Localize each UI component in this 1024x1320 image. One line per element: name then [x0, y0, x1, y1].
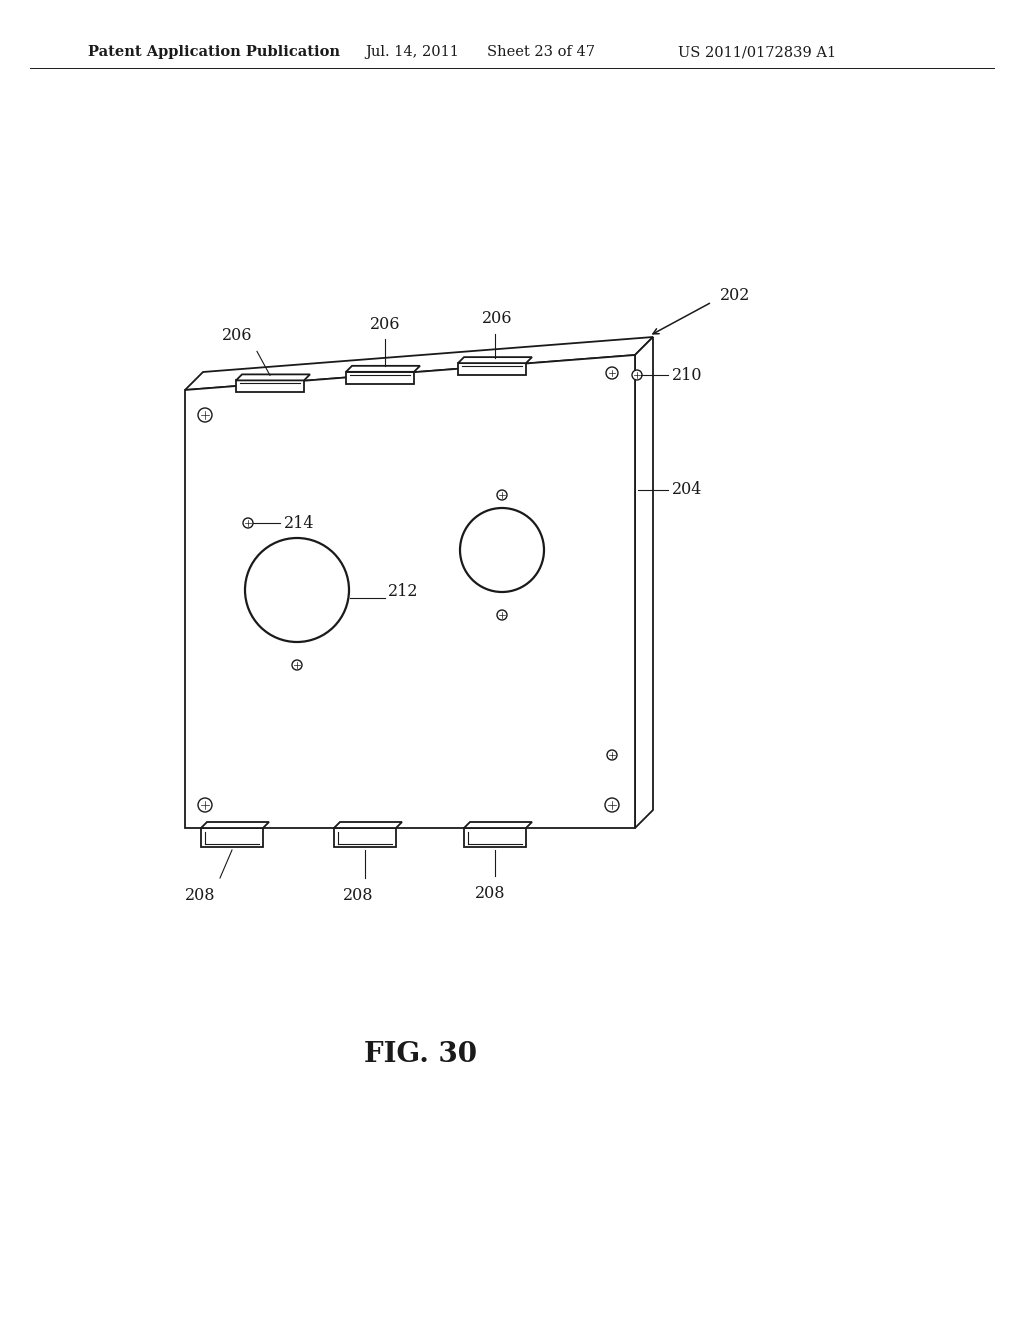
Circle shape	[606, 367, 618, 379]
Polygon shape	[458, 363, 526, 375]
Circle shape	[497, 610, 507, 620]
Text: 208: 208	[475, 884, 505, 902]
Polygon shape	[464, 828, 526, 847]
Polygon shape	[346, 366, 420, 372]
Text: 202: 202	[720, 288, 751, 305]
Circle shape	[497, 490, 507, 500]
Text: 214: 214	[284, 515, 314, 532]
Polygon shape	[201, 828, 263, 847]
Circle shape	[245, 539, 349, 642]
Text: 210: 210	[672, 367, 702, 384]
Text: 206: 206	[370, 315, 400, 333]
Polygon shape	[464, 822, 532, 828]
Polygon shape	[334, 828, 396, 847]
Circle shape	[198, 408, 212, 422]
Text: 208: 208	[343, 887, 374, 904]
Circle shape	[605, 799, 618, 812]
Polygon shape	[185, 355, 635, 828]
Text: US 2011/0172839 A1: US 2011/0172839 A1	[678, 45, 837, 59]
Circle shape	[460, 508, 544, 591]
Circle shape	[243, 517, 253, 528]
Text: 208: 208	[184, 887, 215, 904]
Polygon shape	[346, 372, 414, 384]
Text: Sheet 23 of 47: Sheet 23 of 47	[487, 45, 595, 59]
Text: 206: 206	[481, 310, 512, 327]
Text: FIG. 30: FIG. 30	[364, 1041, 476, 1068]
Text: 212: 212	[388, 583, 419, 601]
Circle shape	[292, 660, 302, 671]
Text: Jul. 14, 2011: Jul. 14, 2011	[365, 45, 459, 59]
Polygon shape	[334, 822, 402, 828]
Text: 204: 204	[672, 482, 702, 499]
Circle shape	[632, 370, 642, 380]
Polygon shape	[236, 375, 310, 380]
Polygon shape	[185, 337, 653, 389]
Polygon shape	[236, 380, 304, 392]
Text: Patent Application Publication: Patent Application Publication	[88, 45, 340, 59]
Polygon shape	[458, 358, 532, 363]
Text: 206: 206	[222, 327, 252, 345]
Circle shape	[607, 750, 617, 760]
Circle shape	[198, 799, 212, 812]
Polygon shape	[635, 337, 653, 828]
Polygon shape	[201, 822, 269, 828]
